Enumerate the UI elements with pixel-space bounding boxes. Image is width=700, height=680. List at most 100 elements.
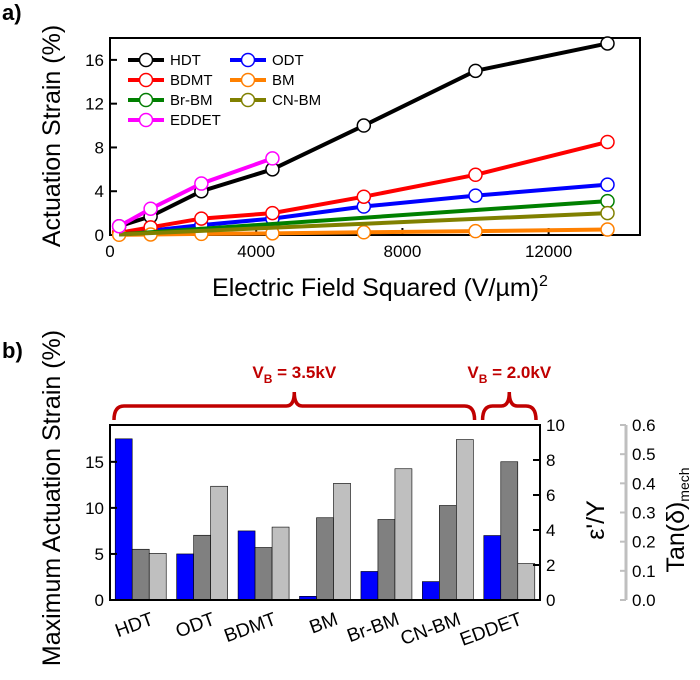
outer-axis-tick-label: 0.6	[632, 416, 656, 435]
legend-swatch-marker	[240, 92, 256, 108]
bar-bdmt-1	[254, 547, 273, 601]
data-point-br-bm	[600, 193, 615, 209]
x-tick-label: 8000	[383, 242, 421, 261]
bar-group-eddet	[483, 461, 536, 601]
data-point-hdt	[600, 36, 615, 51]
bar-hdt-2	[148, 553, 167, 601]
x-tick-label: 0	[105, 242, 114, 261]
data-point-bdmt	[265, 205, 280, 221]
legend-swatch-marker	[138, 72, 154, 88]
bar-chart-annotations: VB = 3.5kV VB = 2.0kV	[112, 363, 552, 421]
annotation-label-value: = 2.0kV	[487, 363, 551, 382]
legend-label: Br-BM	[170, 92, 213, 109]
legend-entry-br-bm: Br-BM	[128, 92, 213, 109]
category-label-eddet: EDDET	[457, 609, 525, 651]
left-axis-tick-label: 0	[95, 591, 104, 610]
data-point-hdt	[468, 63, 483, 79]
bar-chart-outer-axis-title-main: Tan(δ)	[662, 502, 690, 573]
y-tick-label: 0	[95, 226, 104, 245]
bar-chart-left-axis-title: Maximum Actuation Strain (%)	[38, 330, 66, 666]
legend-label: EDDET	[170, 112, 221, 129]
bar-group-br-bm	[360, 468, 413, 601]
y-tick-label: 8	[95, 138, 104, 157]
bar-chart: VB = 3.5kV VB = 2.0kV 05101502468100.00.1…	[38, 330, 692, 666]
bar-eddet-2	[517, 563, 536, 601]
bar-group-bm	[299, 483, 351, 601]
category-label-bdmt: BDMT	[222, 609, 280, 647]
right-axis-tick-label: 0	[546, 591, 555, 610]
y-tick-label: 16	[85, 51, 104, 70]
bar-br-bm-2	[394, 468, 413, 601]
voltage-annotation-0: V B = 3.5kV	[112, 363, 477, 421]
annotation-brace	[112, 391, 477, 421]
data-point-bm	[468, 223, 483, 239]
panel-a-label: a)	[2, 0, 22, 25]
x-tick-label: 4000	[237, 242, 275, 261]
bar-br-bm-1	[377, 519, 396, 601]
panel-b-label: b)	[2, 338, 23, 363]
data-point-bdmt	[468, 167, 483, 183]
data-point-bdmt	[356, 189, 372, 204]
data-point-bdmt	[600, 134, 615, 150]
bar-group-hdt	[114, 438, 167, 601]
annotation-label-main: V	[467, 363, 479, 382]
bar-hdt-1	[131, 548, 150, 601]
category-label-hdt: HDT	[113, 609, 157, 642]
bar-bm-1	[316, 517, 334, 601]
panel-b: b) VB = 3.5kV VB = 2.0kV 05101502468100.0…	[2, 330, 692, 666]
series-line-br-bm	[119, 199, 608, 237]
legend-entry-odt: ODT	[230, 52, 304, 69]
line-chart-y-ticks: 0 4 8 12 16	[85, 51, 117, 245]
line-chart-plot-frame	[109, 37, 641, 236]
data-point-bdmt	[194, 211, 209, 226]
right-axis-tick-label: 8	[546, 451, 555, 470]
data-point-odt	[468, 188, 483, 203]
right-axis-tick-label: 10	[546, 416, 565, 435]
x-tick-label: 12000	[525, 242, 572, 261]
legend-swatch-marker	[240, 72, 256, 88]
bar-chart-right-axis-title: ε'/Y	[582, 500, 610, 540]
legend-label: HDT	[170, 52, 201, 69]
outer-axis-tick-label: 0.5	[632, 445, 656, 464]
outer-axis-tick-label: 0.1	[632, 562, 656, 581]
annotation-label-subscript: B	[479, 372, 488, 386]
annotation-label: VB = 2.0kV	[467, 363, 551, 386]
legend-entry-bm: BM	[230, 72, 295, 89]
category-label-cn-bm: CN-BM	[398, 609, 464, 650]
data-point-bm	[600, 222, 615, 237]
line-chart-y-axis-title: Actuation Strain (%)	[38, 25, 66, 247]
legend-entry-bdmt: BDMT	[128, 72, 213, 89]
bar-chart-outer-axis-title-subscript: mech	[676, 467, 692, 501]
bar-odt-2	[210, 485, 228, 601]
annotation-label-value: = 3.5kV	[272, 363, 336, 382]
legend-swatch-marker	[240, 52, 256, 68]
outer-axis-tick-label: 0.4	[632, 474, 656, 493]
data-point-eddet	[143, 201, 158, 216]
voltage-annotation-1: VB = 2.0kV	[467, 363, 552, 421]
data-point-cn-bm	[600, 205, 615, 221]
bar-chart-outer-axis-title: Tan(δ)mech	[662, 467, 692, 572]
legend-entry-hdt: HDT	[128, 52, 201, 69]
outer-axis-tick-label: 0.2	[632, 533, 656, 552]
line-chart-series	[111, 36, 615, 243]
legend-label: ODT	[272, 52, 304, 69]
legend-swatch-marker	[138, 52, 154, 68]
right-axis-tick-label: 6	[546, 486, 555, 505]
left-axis-tick-label: 10	[85, 499, 104, 518]
series-eddet	[111, 151, 280, 234]
data-point-bm	[356, 225, 372, 240]
bar-group-cn-bm	[422, 439, 474, 601]
bar-eddet-1	[500, 461, 519, 601]
annotation-label-subscript: B	[264, 372, 273, 386]
annotation-label: VB = 3.5kV	[252, 363, 336, 386]
legend-entry-cn-bm: CN-BM	[230, 92, 321, 109]
legend-label: BDMT	[170, 72, 213, 89]
bar-bdmt-2	[271, 526, 290, 601]
legend-swatch-marker	[138, 92, 154, 108]
series-line-cn-bm	[119, 211, 608, 237]
right-axis-tick-label: 2	[546, 556, 555, 575]
bar-odt-1	[193, 534, 211, 601]
category-label-odt: ODT	[173, 609, 218, 643]
bar-bm-2	[333, 483, 351, 601]
